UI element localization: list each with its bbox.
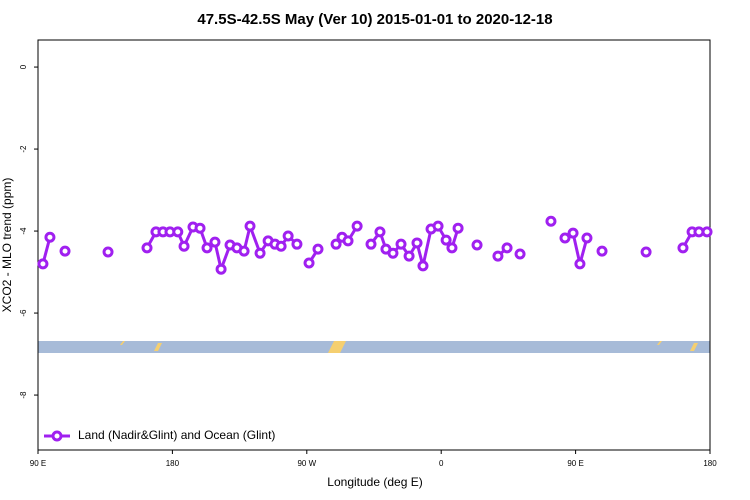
data-point xyxy=(275,240,287,252)
data-point xyxy=(282,230,294,242)
data-point xyxy=(209,236,221,248)
data-point xyxy=(417,260,429,272)
land-marks xyxy=(120,341,698,353)
data-point xyxy=(365,238,377,250)
data-point xyxy=(452,222,464,234)
x-tick-label: 180 xyxy=(703,459,717,468)
y-tick-label: -4 xyxy=(19,227,28,235)
y-tick-label: -6 xyxy=(19,309,28,317)
x-tick-label: 180 xyxy=(166,459,180,468)
data-point xyxy=(37,258,49,270)
x-tick-label: 90 E xyxy=(30,459,46,468)
chart-title: 47.5S-42.5S May (Ver 10) 2015-01-01 to 2… xyxy=(197,11,552,28)
y-tick-label: -2 xyxy=(19,145,28,153)
data-point xyxy=(387,247,399,259)
data-point xyxy=(44,231,56,243)
data-point xyxy=(395,238,407,250)
data-point xyxy=(581,232,593,244)
data-point xyxy=(59,245,71,257)
data-point xyxy=(254,247,266,259)
data-point xyxy=(172,226,184,238)
x-axis-label: Longitude (deg E) xyxy=(327,475,422,489)
data-point xyxy=(596,245,608,257)
data-point xyxy=(141,242,153,254)
data-point xyxy=(178,240,190,252)
y-axis-label: XCO2 - MLO trend (ppm) xyxy=(0,178,14,313)
data-point xyxy=(102,246,114,258)
data-point xyxy=(432,220,444,232)
data-point xyxy=(244,220,256,232)
data-point xyxy=(215,263,227,275)
data-point xyxy=(559,232,571,244)
data-point xyxy=(330,238,342,250)
x-tick-label: 90 W xyxy=(297,459,316,468)
data-point xyxy=(411,237,423,249)
data-point xyxy=(446,242,458,254)
legend-label: Land (Nadir&Glint) and Ocean (Glint) xyxy=(78,428,275,442)
x-tick-label: 90 E xyxy=(567,459,583,468)
data-point xyxy=(303,257,315,269)
data-point xyxy=(312,243,324,255)
plot-frame xyxy=(37,39,711,451)
data-point xyxy=(545,215,557,227)
data-point xyxy=(374,226,386,238)
ocean-band xyxy=(38,341,710,353)
data-point xyxy=(291,238,303,250)
data-point xyxy=(640,246,652,258)
data-point xyxy=(194,222,206,234)
data-point xyxy=(501,242,513,254)
y-tick-label: 0 xyxy=(19,64,28,69)
data-point xyxy=(574,258,586,270)
data-point xyxy=(492,250,504,262)
data-point xyxy=(201,242,213,254)
legend-marker xyxy=(51,430,63,442)
data-point xyxy=(471,239,483,251)
data-point xyxy=(342,235,354,247)
data-point xyxy=(701,226,713,238)
data-point xyxy=(440,234,452,246)
y-tick-label: -8 xyxy=(19,391,28,399)
data-point xyxy=(677,242,689,254)
x-tick-label: 0 xyxy=(439,459,444,468)
data-point xyxy=(403,250,415,262)
data-point xyxy=(351,220,363,232)
data-point xyxy=(567,227,579,239)
data-point xyxy=(514,248,526,260)
data-point xyxy=(238,245,250,257)
